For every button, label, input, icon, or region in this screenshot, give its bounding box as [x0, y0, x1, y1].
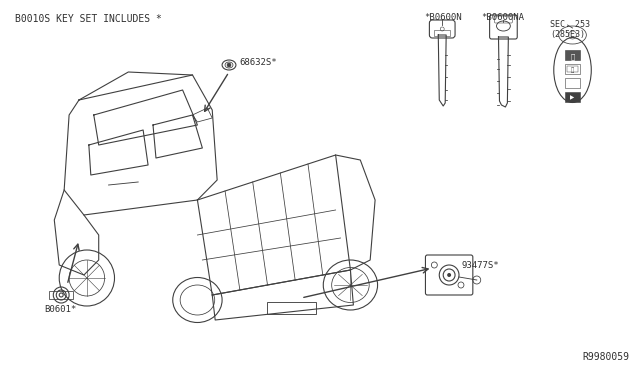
Bar — [266, 302, 316, 314]
Circle shape — [447, 273, 451, 277]
Bar — [564, 92, 580, 102]
Text: 68632S*: 68632S* — [239, 58, 276, 67]
Text: B0010S KEY SET INCLUDES *: B0010S KEY SET INCLUDES * — [15, 14, 162, 24]
Bar — [564, 64, 580, 74]
Text: R9980059: R9980059 — [582, 352, 629, 362]
Bar — [49, 291, 73, 299]
Text: B0601*: B0601* — [44, 305, 77, 314]
Text: 🔒: 🔒 — [570, 54, 575, 60]
Bar — [435, 30, 450, 36]
Bar — [564, 78, 580, 88]
Bar — [564, 50, 580, 60]
Text: ▶: ▶ — [570, 96, 575, 100]
Circle shape — [227, 63, 231, 67]
Text: *B0600N: *B0600N — [424, 13, 462, 22]
Text: *B0600NA: *B0600NA — [481, 13, 524, 22]
Text: 🔓: 🔓 — [571, 67, 574, 73]
Bar — [566, 66, 579, 72]
Text: 93477S*: 93477S* — [462, 261, 500, 270]
Text: SEC. 253
(285E3): SEC. 253 (285E3) — [550, 20, 590, 39]
